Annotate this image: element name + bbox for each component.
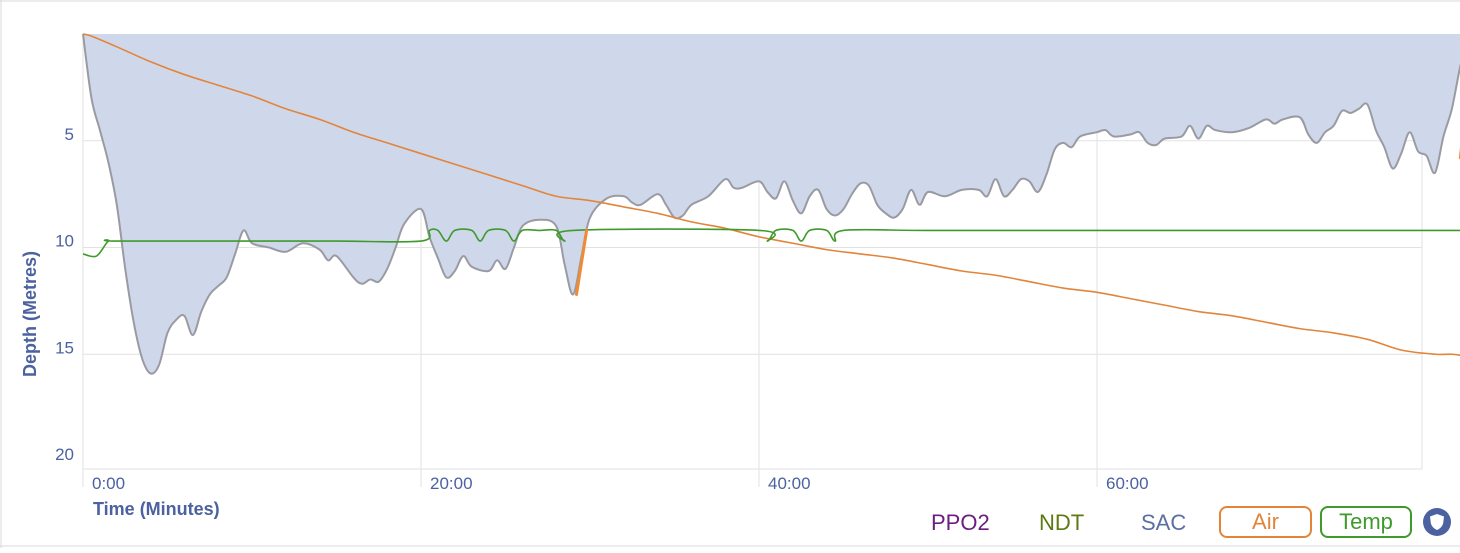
y-tick-label: 5 [65, 125, 74, 144]
legend-sac[interactable]: SAC [1141, 506, 1186, 540]
y-axis-title: Depth (Metres) [20, 251, 40, 377]
x-tick-label: 60:00 [1106, 474, 1149, 493]
legend-ppo2-label: PPO2 [931, 510, 990, 535]
legend-temp-label: Temp [1339, 509, 1393, 534]
legend-ndt-label: NDT [1039, 510, 1085, 535]
depth-area [83, 34, 1460, 374]
x-axis-title: Time (Minutes) [93, 499, 220, 519]
legend-ndt[interactable]: NDT [1039, 506, 1084, 540]
legend-air-button[interactable]: Air [1219, 506, 1312, 538]
legend-sac-label: SAC [1141, 510, 1187, 535]
legend-ppo2[interactable]: PPO2 [931, 506, 990, 540]
depth-profile-line [82, 33, 1460, 375]
shield-icon[interactable] [1423, 508, 1451, 536]
y-tick-label: 20 [55, 445, 74, 464]
series-layer [82, 33, 1460, 375]
tick-labels: 0:00 20:00 40:00 60:00 5 10 15 20 [55, 125, 1148, 493]
legend-temp-button[interactable]: Temp [1320, 506, 1412, 538]
temp-line [82, 228, 1460, 258]
x-tick-label: 20:00 [430, 474, 473, 493]
x-tick-label: 40:00 [768, 474, 811, 493]
y-tick-label: 15 [55, 338, 74, 357]
gas-switch-line [574, 228, 589, 296]
x-tick-label: 0:00 [92, 474, 125, 493]
y-tick-label: 10 [55, 232, 74, 251]
legend-air-label: Air [1252, 509, 1279, 534]
air-line [82, 33, 1460, 356]
shield-icon-glyph [1430, 514, 1444, 530]
